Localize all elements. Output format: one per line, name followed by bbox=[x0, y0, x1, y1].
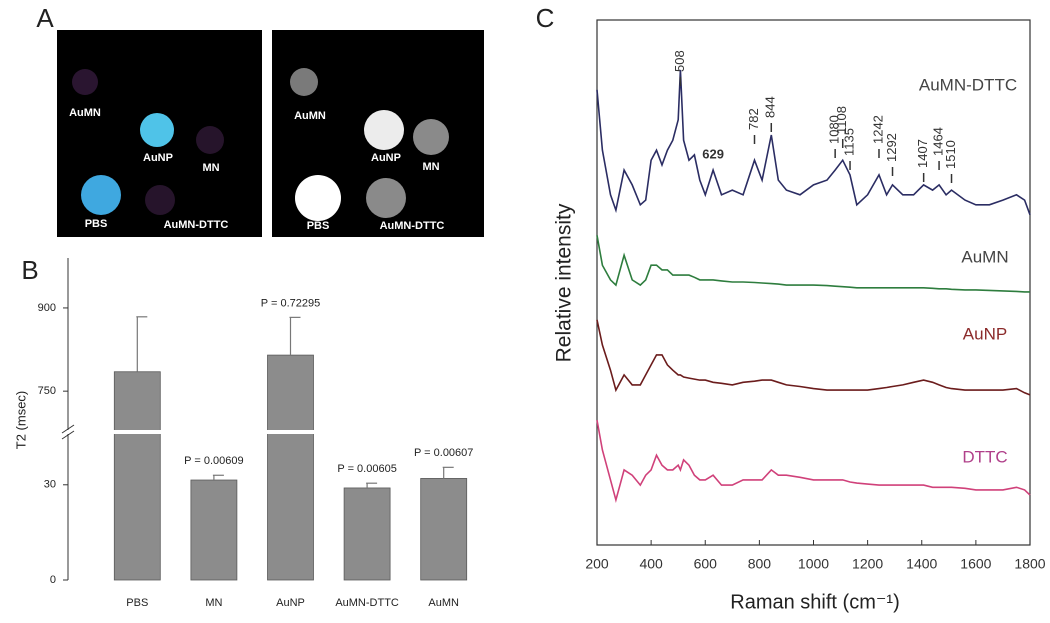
peak-label: 508 bbox=[672, 50, 687, 72]
peak-label: 629 bbox=[702, 146, 724, 161]
peak-label: 782 bbox=[746, 108, 761, 130]
x-tick-label: 1400 bbox=[906, 556, 937, 572]
spectrum-line bbox=[596, 419, 1031, 503]
p-value: P = 0.00605 bbox=[337, 463, 396, 475]
x-tick-label: 1200 bbox=[852, 556, 883, 572]
x-tick-label: 800 bbox=[748, 556, 772, 572]
sample-label: AuNP bbox=[143, 152, 173, 164]
panel-letter: C bbox=[536, 3, 555, 33]
sample-spot bbox=[72, 69, 98, 95]
peak-label: 1407 bbox=[915, 139, 930, 168]
sample-label: AuNP bbox=[371, 152, 401, 164]
peak-label: 1135 bbox=[841, 128, 856, 156]
spectrum-line bbox=[596, 235, 1030, 293]
x-tick-label: AuNP bbox=[276, 597, 305, 609]
sample-spot bbox=[81, 175, 121, 215]
peak-label: 1292 bbox=[884, 133, 899, 162]
x-tick-label: 200 bbox=[585, 556, 609, 572]
y-axis-label: Relative intensity bbox=[553, 203, 576, 362]
sample-spot bbox=[290, 68, 318, 96]
peak-label: 844 bbox=[763, 96, 778, 118]
axis-break-gap bbox=[60, 430, 540, 434]
sample-label: PBS bbox=[307, 220, 330, 232]
sample-spot bbox=[366, 178, 406, 218]
y-tick-label: 900 bbox=[38, 302, 56, 314]
sample-spot bbox=[413, 119, 449, 155]
bar bbox=[343, 487, 391, 581]
sample-label: PBS bbox=[85, 218, 108, 230]
peak-label: 1510 bbox=[943, 140, 958, 169]
series-label: AuMN-DTTC bbox=[919, 75, 1017, 94]
peak-label: 1242 bbox=[870, 115, 885, 144]
x-tick-label: 600 bbox=[694, 556, 718, 572]
series-label: DTTC bbox=[962, 447, 1007, 466]
bar bbox=[113, 371, 161, 581]
sample-label: MN bbox=[422, 161, 439, 173]
series-label: AuNP bbox=[963, 324, 1007, 343]
y-tick-label: 750 bbox=[38, 385, 56, 397]
p-value: P = 0.72295 bbox=[261, 297, 320, 309]
sample-label: MN bbox=[202, 162, 219, 174]
y-tick-label: 30 bbox=[44, 479, 56, 491]
y-tick-label: 0 bbox=[50, 574, 56, 586]
sample-spot bbox=[140, 113, 174, 147]
bar bbox=[190, 479, 238, 581]
sample-label: AuMN bbox=[294, 110, 326, 122]
x-tick-label: MN bbox=[205, 597, 222, 609]
peak-label: 1108 bbox=[834, 106, 849, 134]
x-tick-label: AuMN-DTTC bbox=[335, 597, 399, 609]
panel-letter: B bbox=[21, 255, 38, 285]
x-tick-label: AuMN bbox=[428, 597, 459, 609]
sample-spot bbox=[145, 185, 175, 215]
sample-label: AuMN-DTTC bbox=[380, 220, 445, 232]
x-axis-label: Raman shift (cm⁻¹) bbox=[730, 591, 899, 613]
spectrum-line bbox=[596, 69, 1031, 216]
sample-label: AuMN bbox=[69, 107, 101, 119]
axis-break-mark bbox=[61, 430, 75, 440]
sample-spot bbox=[295, 175, 341, 221]
peak-label: 1080 bbox=[827, 115, 842, 144]
bar bbox=[420, 478, 468, 581]
x-tick-label: PBS bbox=[126, 597, 148, 609]
p-value: P = 0.00609 bbox=[184, 455, 243, 467]
sample-spot bbox=[196, 126, 224, 154]
spectrum-line bbox=[596, 319, 1031, 396]
panel-letter: A bbox=[36, 3, 54, 33]
series-label: AuMN bbox=[961, 247, 1008, 266]
bar bbox=[267, 354, 314, 581]
peak-label: 1464 bbox=[931, 127, 946, 156]
x-tick-label: 1600 bbox=[960, 556, 991, 572]
axis-break-mark bbox=[61, 424, 75, 434]
sample-spot bbox=[364, 110, 404, 150]
p-value: P = 0.00607 bbox=[414, 447, 473, 459]
x-tick-label: 400 bbox=[639, 556, 663, 572]
sample-label: AuMN-DTTC bbox=[164, 219, 229, 231]
y-axis-label: T2 (msec) bbox=[13, 391, 28, 450]
x-tick-label: 1000 bbox=[798, 556, 829, 572]
x-tick-label: 1800 bbox=[1014, 556, 1045, 572]
